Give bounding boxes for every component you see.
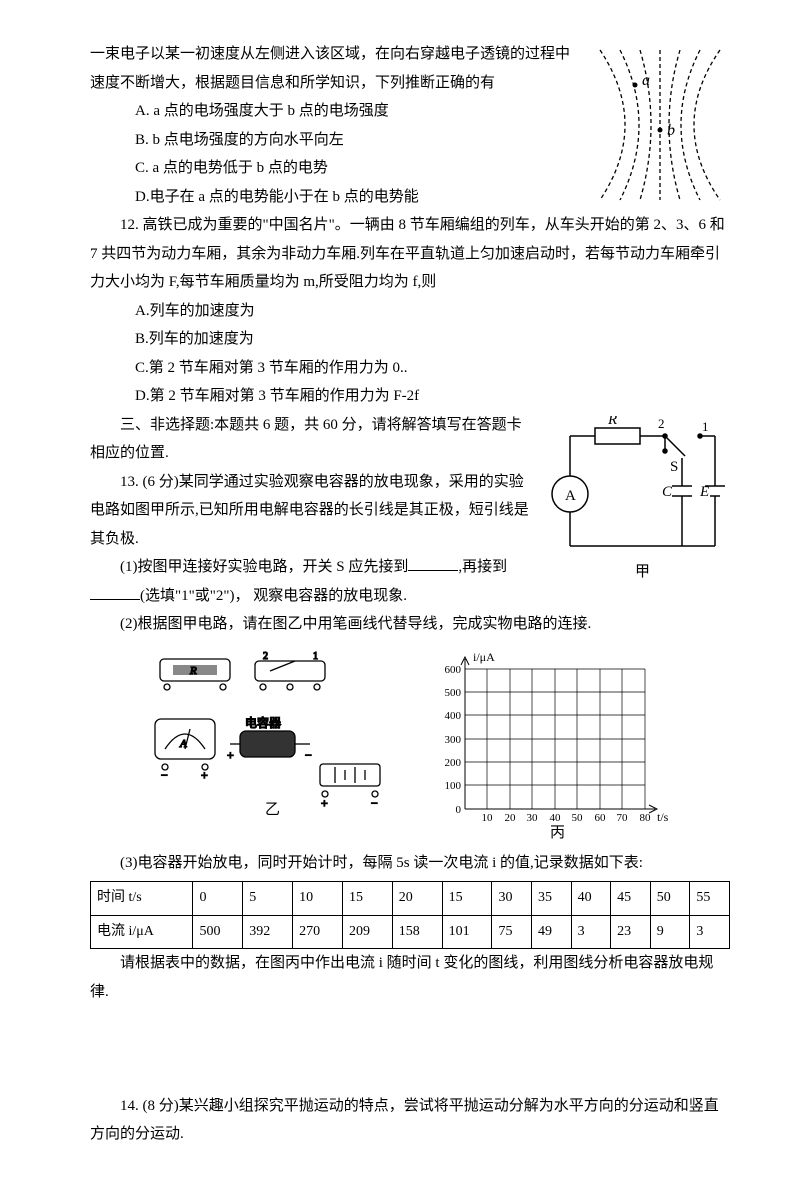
label-yi: 乙 <box>265 802 280 818</box>
figure-row: 2 1 − + 电容器 + − <box>90 649 730 839</box>
label-C: C <box>662 484 673 500</box>
q13-3: (3)电容器开始放电，同时开始计时，每隔 5s 读一次电流 i 的值,记录数据如… <box>90 849 730 878</box>
svg-text:600: 600 <box>445 664 462 676</box>
svg-text:100: 100 <box>445 780 462 792</box>
q12-opt-c: C.第 2 节车厢对第 3 节车厢的作用力为 0.. <box>90 354 730 383</box>
q13-4: 请根据表中的数据，在图丙中作出电流 i 随时间 t 变化的图线，利用图线分析电容… <box>90 949 730 1006</box>
q13-1c: (选填"1"或"2")， 观察电容器的放电现象. <box>140 588 407 604</box>
svg-text:80: 80 <box>640 812 652 824</box>
svg-text:电容器: 电容器 <box>245 715 281 730</box>
svg-text:+: + <box>227 748 234 762</box>
svg-text:40: 40 <box>550 812 562 824</box>
label-jia: 甲 <box>635 564 650 580</box>
label-b: b <box>667 122 675 139</box>
q12-opt-b: B.列车的加速度为 <box>90 325 730 354</box>
label-R: R <box>607 416 617 428</box>
q12-opt-a: A.列车的加速度为 <box>90 297 730 326</box>
fig-yi: 2 1 − + 电容器 + − <box>145 649 395 839</box>
svg-text:0: 0 <box>456 804 462 816</box>
svg-text:10: 10 <box>482 812 494 824</box>
q13-2: (2)根据图甲电路，请在图乙中用笔画线代替导线，完成实物电路的连接. <box>90 610 730 639</box>
svg-text:+: + <box>201 768 208 782</box>
q12-opt-d: D.第 2 节车厢对第 3 节车厢的作用力为 F-2f <box>90 382 730 411</box>
svg-text:2: 2 <box>263 651 268 662</box>
blank-2[interactable] <box>90 599 140 600</box>
svg-text:30: 30 <box>527 812 539 824</box>
table-row: 时间 t/s0510152015303540455055 <box>91 882 730 916</box>
svg-text:500: 500 <box>445 687 462 699</box>
q11-figure: a b <box>590 45 730 205</box>
fig-bing: 600 500 400 300 200 100 0 10 20 30 40 50… <box>425 649 675 839</box>
label-S: S <box>670 459 678 475</box>
label-A: A <box>565 488 576 504</box>
svg-text:A: A <box>179 738 187 750</box>
svg-text:+: + <box>321 796 328 810</box>
q13-circuit-figure: R 2 1 S C E A 甲 <box>550 416 730 586</box>
data-table: 时间 t/s0510152015303540455055 电流 i/μA5003… <box>90 881 730 949</box>
svg-text:400: 400 <box>445 710 462 722</box>
blank-1[interactable] <box>408 570 458 571</box>
label-a: a <box>642 72 650 89</box>
table-row: 电流 i/μA500392270209158101754932393 <box>91 915 730 949</box>
svg-text:−: − <box>161 768 168 782</box>
svg-text:1: 1 <box>313 651 318 662</box>
svg-text:50: 50 <box>572 812 584 824</box>
svg-text:200: 200 <box>445 757 462 769</box>
svg-text:R: R <box>189 665 197 677</box>
label-1: 1 <box>702 419 709 434</box>
svg-text:300: 300 <box>445 734 462 746</box>
label-bing: 丙 <box>550 825 565 839</box>
x-axis-label: t/s <box>657 810 669 824</box>
q13-1a: (1)按图甲连接好实验电路，开关 S 应先接到 <box>120 559 408 575</box>
q13-1b: ,再接到 <box>458 559 507 575</box>
label-E: E <box>699 484 709 500</box>
svg-text:−: − <box>305 748 312 762</box>
label-2: 2 <box>658 416 665 431</box>
svg-text:20: 20 <box>505 812 517 824</box>
q12-intro: 12. 高铁已成为重要的"中国名片"。一辆由 8 节车厢编组的列车，从车头开始的… <box>90 211 730 297</box>
svg-text:60: 60 <box>595 812 607 824</box>
svg-text:70: 70 <box>617 812 629 824</box>
svg-text:−: − <box>371 796 378 810</box>
y-axis-label: i/μA <box>473 650 495 664</box>
q14: 14. (8 分)某兴趣小组探究平抛运动的特点，尝试将平抛运动分解为水平方向的分… <box>90 1092 730 1149</box>
